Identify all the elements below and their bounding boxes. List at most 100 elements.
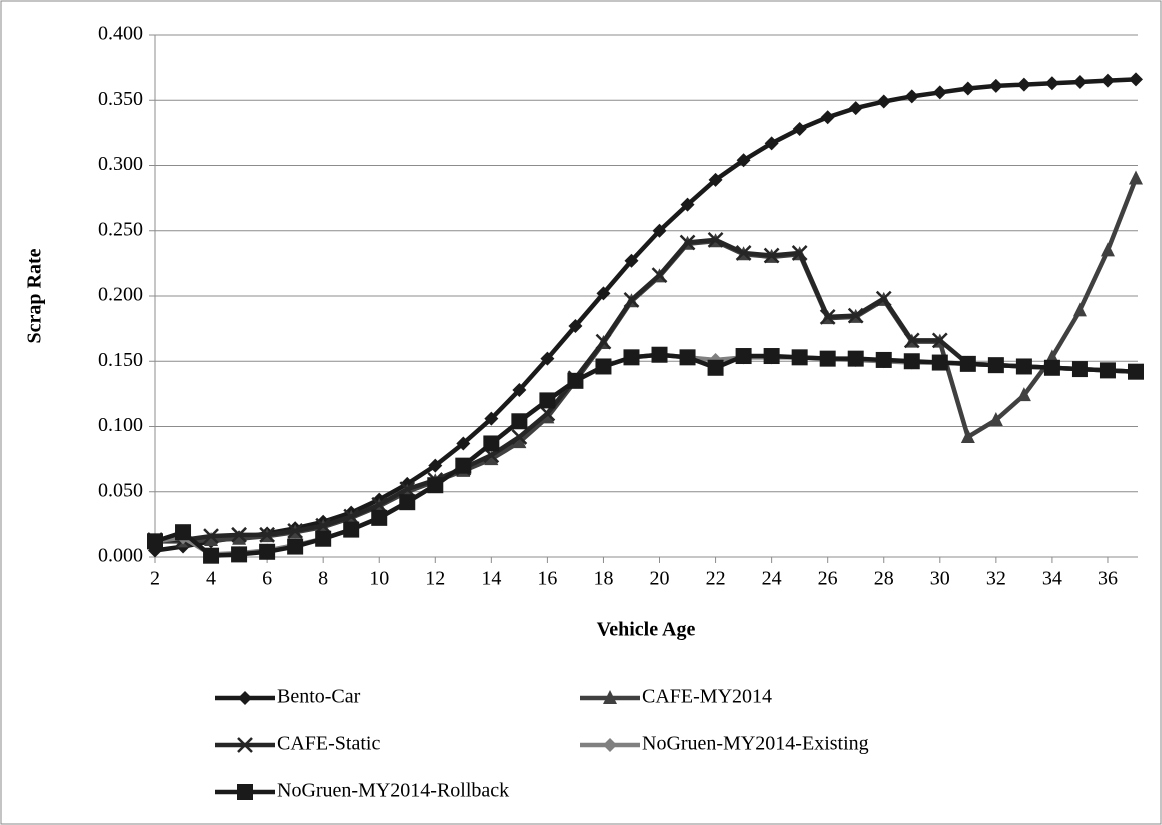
marker <box>512 382 527 397</box>
marker <box>512 434 527 449</box>
x-tick-label: 18 <box>593 568 613 590</box>
marker <box>1072 74 1087 89</box>
marker <box>736 153 751 168</box>
legend-label: CAFE-MY2014 <box>642 686 772 708</box>
marker <box>568 319 583 334</box>
legend-marker <box>238 691 252 705</box>
marker <box>371 509 388 526</box>
x-tick-label: 14 <box>481 568 501 590</box>
marker <box>315 530 332 547</box>
marker <box>707 232 724 248</box>
marker <box>679 234 696 251</box>
y-tick-label: 0.050 <box>98 479 143 501</box>
x-tick-label: 10 <box>369 568 389 590</box>
y-tick-label: 0.150 <box>98 349 143 371</box>
marker <box>652 223 667 238</box>
marker <box>371 496 388 513</box>
y-tick-label: 0.400 <box>98 23 143 45</box>
x-tick-label: 28 <box>874 568 894 590</box>
marker <box>399 494 416 511</box>
marker <box>819 308 836 325</box>
marker <box>792 121 807 136</box>
x-axis-title: Vehicle Age <box>597 619 696 641</box>
marker <box>960 81 975 96</box>
marker <box>931 332 948 349</box>
marker <box>764 136 779 151</box>
marker <box>484 451 499 466</box>
marker <box>875 351 892 368</box>
marker <box>539 405 556 422</box>
marker <box>232 530 247 545</box>
marker <box>988 78 1003 93</box>
marker <box>399 481 416 498</box>
y-tick-label: 0.000 <box>98 545 143 567</box>
marker <box>735 348 752 365</box>
marker <box>651 346 668 363</box>
marker <box>259 543 276 560</box>
legend-marker <box>237 737 253 753</box>
marker <box>203 528 219 545</box>
x-tick-label: 22 <box>706 568 726 590</box>
marker <box>932 85 947 100</box>
y-axis-title: Scrap Rate <box>24 248 46 343</box>
marker <box>623 349 640 366</box>
y-tick-label: 0.250 <box>98 218 143 240</box>
marker <box>343 508 360 525</box>
x-tick-label: 8 <box>318 568 328 590</box>
marker <box>455 457 472 474</box>
marker <box>231 526 247 543</box>
marker <box>1043 359 1060 376</box>
marker <box>791 349 808 366</box>
marker <box>624 253 639 268</box>
legend-marker <box>603 738 617 752</box>
marker <box>763 247 780 264</box>
marker <box>875 290 892 307</box>
marker <box>595 333 612 350</box>
marker <box>1016 387 1031 402</box>
legend-marker <box>237 784 253 800</box>
y-tick-label: 0.200 <box>98 284 143 306</box>
marker <box>988 411 1003 426</box>
marker <box>623 292 640 308</box>
y-tick-label: 0.100 <box>98 414 143 436</box>
x-tick-label: 20 <box>650 568 670 590</box>
marker <box>175 524 192 541</box>
marker <box>315 517 332 534</box>
marker <box>1099 362 1116 379</box>
legend-label: Bento-Car <box>277 686 361 708</box>
marker <box>204 532 219 547</box>
marker <box>1129 72 1143 87</box>
marker <box>595 358 612 375</box>
marker <box>735 245 752 261</box>
marker <box>679 349 696 366</box>
marker <box>343 521 360 538</box>
marker <box>427 477 444 494</box>
x-tick-label: 4 <box>206 568 216 590</box>
marker <box>1100 242 1115 257</box>
x-tick-label: 12 <box>425 568 445 590</box>
x-tick-label: 24 <box>762 568 782 590</box>
x-tick-label: 30 <box>930 568 950 590</box>
x-tick-label: 32 <box>986 568 1006 590</box>
marker <box>680 197 695 212</box>
marker <box>456 436 471 451</box>
marker <box>1071 361 1088 378</box>
marker <box>791 245 808 261</box>
x-tick-label: 16 <box>537 568 557 590</box>
marker <box>511 429 528 445</box>
marker <box>231 546 248 563</box>
marker <box>848 101 863 116</box>
marker <box>147 533 163 550</box>
marker <box>707 359 724 376</box>
marker <box>483 435 500 452</box>
x-tick-label: 36 <box>1098 568 1118 590</box>
marker <box>1100 73 1115 88</box>
y-tick-label: 0.300 <box>98 153 143 175</box>
marker <box>287 523 304 539</box>
marker <box>960 428 975 443</box>
legend-marker <box>603 690 617 704</box>
marker <box>819 350 836 367</box>
marker <box>484 411 499 426</box>
marker <box>904 89 919 104</box>
